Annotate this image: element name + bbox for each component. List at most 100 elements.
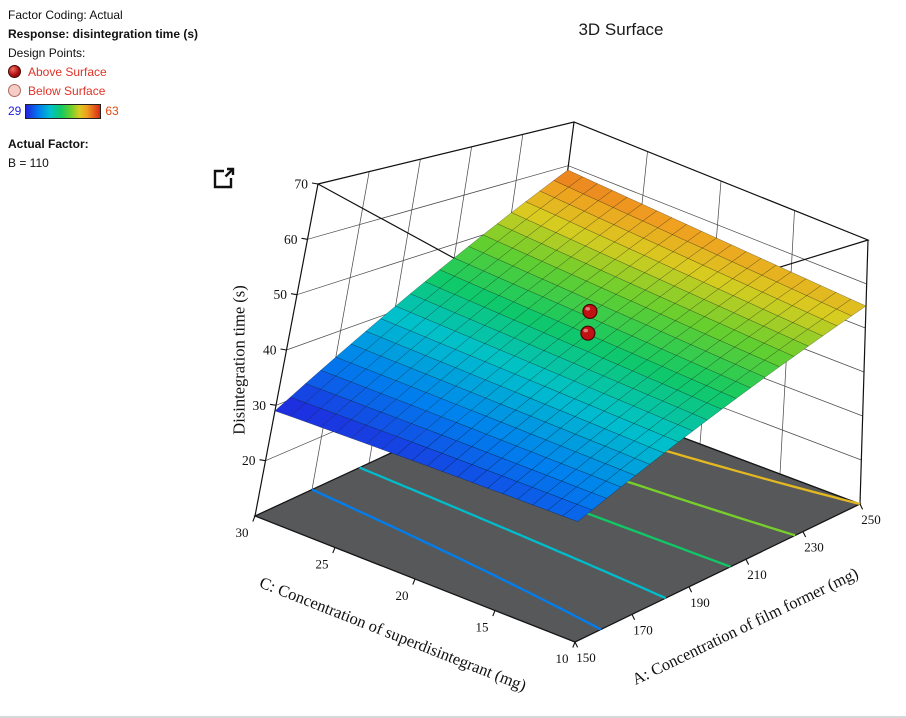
x-axis-tick-label: 190: [690, 595, 710, 610]
surface-cell: [453, 246, 484, 265]
above-surface-label: Above Surface: [28, 65, 107, 79]
above-surface-dot-icon: [8, 65, 21, 78]
response-label: Response: disintegration time (s): [8, 27, 199, 41]
surface-cell: [591, 480, 622, 499]
z-axis-tick: [301, 237, 308, 240]
wall-gridline: [307, 165, 569, 240]
surface-cell: [619, 458, 651, 476]
colorbar-max-value: 63: [105, 104, 119, 118]
surface-cell: [574, 387, 605, 406]
actual-factor-value: B = 110: [8, 156, 49, 170]
z-axis-tick-label: 60: [284, 232, 298, 247]
y-axis-tick-label: 30: [236, 525, 249, 540]
below-surface-dot-icon: [8, 84, 21, 97]
y-axis-tick-label: 25: [316, 557, 329, 572]
factor-coding-label: Factor Coding: Actual: [8, 8, 123, 22]
surface-cell: [511, 201, 541, 220]
surface-cell: [597, 190, 628, 208]
surface-cell: [616, 318, 647, 337]
surface-cell: [628, 220, 659, 239]
y-axis-tick: [412, 578, 416, 585]
surface-cell: [525, 190, 556, 209]
design-point: [582, 303, 598, 320]
floor-contour: [311, 488, 602, 631]
surface-cell: [426, 453, 458, 472]
surface-cell: [499, 373, 531, 393]
z-axis-tick-label: 40: [263, 343, 277, 358]
surface-cell: [648, 418, 679, 437]
y-axis-tick: [572, 641, 576, 648]
surface-cell: [553, 169, 584, 188]
surface-cell: [582, 183, 613, 201]
surface-cell: [657, 217, 688, 235]
surface-cell: [648, 435, 679, 454]
surface-cell: [542, 303, 574, 322]
design-point: [580, 325, 596, 341]
legend-panel: Factor Coding: Actual Response: disinteg…: [8, 6, 198, 173]
surface-cell: [792, 329, 824, 347]
x-axis-tick: [745, 558, 750, 565]
surface-cell: [612, 196, 643, 215]
surface-cell: [576, 492, 607, 511]
surface-cell: [717, 261, 748, 279]
surface-cell: [706, 391, 737, 410]
y-axis-tick-label: 20: [396, 588, 409, 603]
x-axis-tick: [859, 503, 864, 510]
z-axis-tick-label: 20: [242, 453, 256, 468]
surface-cell: [425, 324, 456, 344]
surface-cell: [586, 287, 617, 306]
box-edge-right: [859, 239, 869, 505]
surface-cell: [584, 217, 615, 236]
surface-cell: [735, 370, 766, 389]
surface-cell: [571, 280, 602, 300]
surface-cell: [469, 288, 500, 308]
x-axis-tick-label: 170: [633, 622, 653, 637]
y-axis-tick-label: 15: [476, 620, 489, 635]
surface-cell: [627, 203, 658, 222]
x-axis-tick: [802, 531, 807, 538]
surface-cell: [468, 270, 499, 290]
surface-cell: [568, 176, 598, 195]
z-axis-tick: [311, 182, 319, 185]
surface-cell: [380, 324, 412, 344]
expand-icon: [213, 167, 235, 189]
design-point-highlight: [583, 328, 589, 333]
x-axis-tick-label: 250: [861, 512, 881, 527]
surface-cell: [547, 498, 578, 517]
plot-title: 3D Surface: [578, 20, 664, 39]
colorbar-row: 29 63: [8, 102, 198, 121]
z-axis-title: Disintegration time (s): [230, 285, 249, 434]
surface-cell: [568, 193, 599, 212]
colorbar-min-value: 29: [8, 104, 22, 118]
wall-gridline: [311, 171, 370, 490]
surface-cell: [381, 436, 413, 456]
surface-cell: [539, 180, 570, 198]
surface-cell: [274, 396, 306, 417]
surface-cell: [484, 331, 515, 351]
surface-cell: [453, 264, 485, 283]
x-axis-tick-label: 210: [747, 567, 767, 582]
surface-cell: [613, 214, 644, 232]
surface-cell: [720, 363, 751, 382]
surface-cell: [365, 374, 397, 394]
x-axis-tick-label: 230: [804, 540, 824, 555]
colorbar-gradient: [25, 104, 102, 119]
surface-cell: [439, 330, 471, 350]
surface-cell: [484, 313, 515, 332]
surface-cell: [469, 343, 501, 362]
surface-cell: [642, 210, 673, 229]
surface-cell: [540, 214, 571, 233]
expand-plot-button[interactable]: [210, 166, 236, 192]
surface-cell: [554, 186, 584, 205]
z-axis-tick: [269, 403, 277, 406]
surface-cell: [598, 207, 629, 225]
floor-contour: [359, 466, 667, 600]
z-axis-tick: [259, 459, 266, 462]
z-axis-tick: [290, 293, 298, 296]
surface-cell: [305, 408, 337, 428]
design-points-label: Design Points:: [8, 46, 86, 60]
surface-cell: [569, 210, 600, 229]
z-axis-tick-label: 70: [295, 177, 309, 192]
surface-cell: [562, 504, 593, 522]
